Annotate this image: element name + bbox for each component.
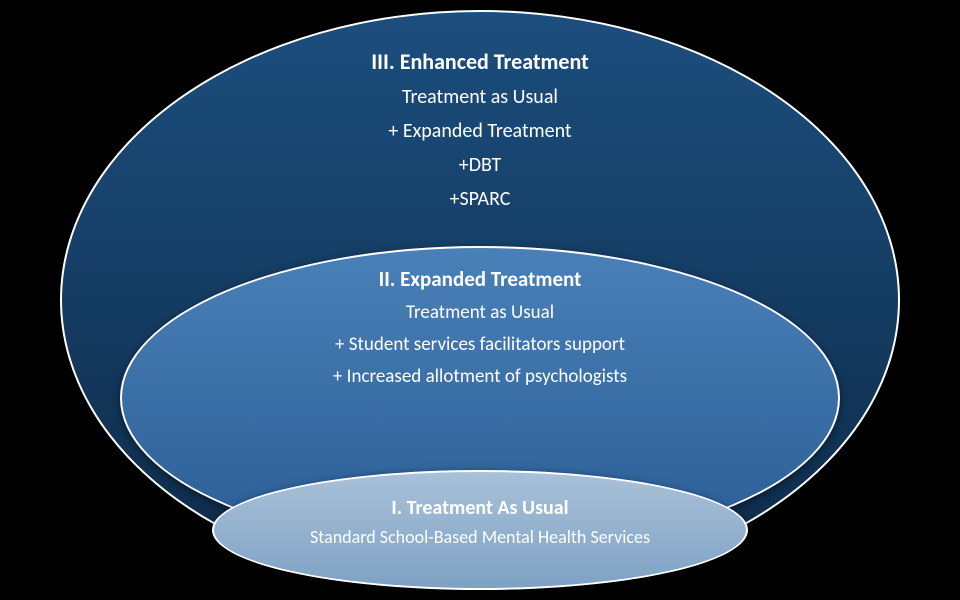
tier-2-title: II. Expanded Treatment [379,266,582,292]
tier-1-line: Standard School-Based Mental Health Serv… [214,526,746,548]
tier-2-line: + Increased allotment of psychologists [122,365,838,388]
tier-2-line: + Student services facilitators support [122,333,838,356]
tier-3-text: III. Enhanced Treatment Treatment as Usu… [62,48,898,211]
tier-1-text: I. Treatment As Usual Standard School-Ba… [214,496,746,548]
tier-2-line: Treatment as Usual [122,301,838,324]
tier-1-treatment-as-usual: I. Treatment As Usual Standard School-Ba… [212,470,748,590]
tier-3-line: +SPARC [62,187,898,211]
tier-3-title: III. Enhanced Treatment [371,48,588,75]
tier-3-line: +DBT [62,153,898,177]
tier-1-title: I. Treatment As Usual [391,496,568,520]
tier-3-line: + Expanded Treatment [62,119,898,143]
tier-3-line: Treatment as Usual [62,85,898,109]
tier-2-text: II. Expanded Treatment Treatment as Usua… [122,266,838,388]
